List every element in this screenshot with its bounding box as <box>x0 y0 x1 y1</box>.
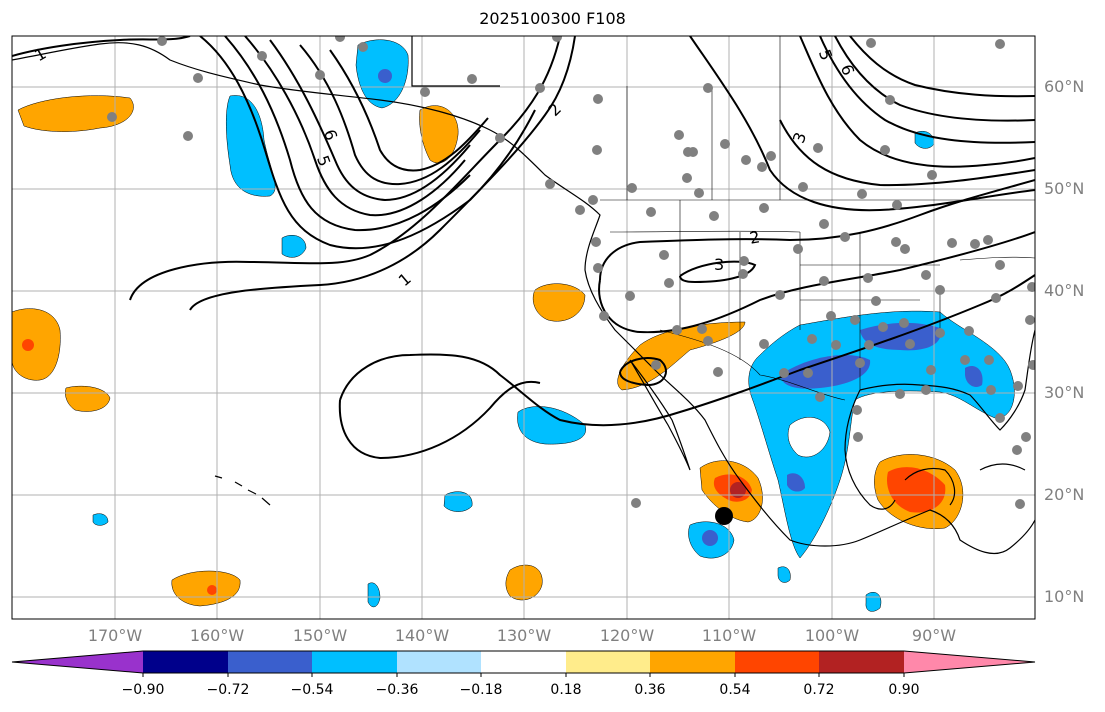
shaded-anomalies <box>12 39 1015 612</box>
positive-anomaly-core <box>886 467 946 513</box>
negative-anomaly-region <box>92 513 109 526</box>
lon-label-150w: 150°W <box>292 626 348 645</box>
positive-anomaly-region <box>532 283 586 322</box>
colorbar-segment <box>481 651 566 673</box>
colorbar-extend-min <box>12 651 143 673</box>
positive-anomaly-region <box>17 95 134 132</box>
colorbar <box>11 650 1036 677</box>
negative-anomaly-region <box>865 592 882 612</box>
negative-anomaly-region <box>281 235 307 258</box>
tropical-cyclone-marker <box>715 507 733 525</box>
colorbar-tick-label: −0.18 <box>459 682 503 698</box>
map-title: 2025100300 F108 <box>479 9 626 28</box>
lon-label-90w: 90°W <box>911 626 957 645</box>
negative-anomaly-core <box>702 530 718 546</box>
colorbar-tick-label: −0.90 <box>121 682 165 698</box>
colorbar-tick-label: 0.18 <box>550 682 582 698</box>
negative-anomaly-region <box>225 95 276 197</box>
lon-label-130w: 130°W <box>496 626 552 645</box>
lat-label-10: 10°N <box>1044 587 1085 606</box>
gridlines <box>12 36 1035 619</box>
lat-label-20: 20°N <box>1044 485 1085 504</box>
colorbar-extend-max <box>904 651 1035 673</box>
colorbar-tick-label: 0.36 <box>634 682 666 698</box>
lon-label-100w: 100°W <box>804 626 860 645</box>
positive-anomaly-core <box>207 585 217 595</box>
lon-label-170w: 170°W <box>87 626 143 645</box>
colorbar-segment <box>228 651 312 673</box>
colorbar-segment <box>819 651 904 673</box>
negative-anomaly-core <box>378 69 392 83</box>
station-dots <box>107 36 1035 509</box>
colorbar-segment <box>312 651 397 673</box>
colorbar-tick-label: 0.90 <box>888 682 920 698</box>
colorbar-tick-label: −0.54 <box>290 682 334 698</box>
lat-label-60: 60°N <box>1044 77 1085 96</box>
negative-anomaly-region <box>443 491 473 512</box>
lat-label-30: 30°N <box>1044 383 1085 402</box>
borders <box>600 36 1035 401</box>
positive-anomaly-region <box>12 308 61 381</box>
lon-label-140w: 140°W <box>394 626 450 645</box>
colorbar-tick-label: 0.54 <box>719 682 751 698</box>
contour-label: 2 <box>748 227 761 247</box>
positive-anomaly-core <box>730 482 746 498</box>
negative-anomaly-region <box>367 582 381 608</box>
colorbar-tick-label: 0.72 <box>803 682 835 698</box>
lon-label-110w: 110°W <box>701 626 757 645</box>
colorbar-segment <box>397 651 481 673</box>
contour-lines <box>12 36 1035 460</box>
lat-label-50: 50°N <box>1044 179 1085 198</box>
colorbar-tick-label: −0.72 <box>206 682 250 698</box>
lon-label-120w: 120°W <box>599 626 655 645</box>
negative-anomaly-core <box>780 355 871 389</box>
colorbar-segment <box>650 651 735 673</box>
negative-anomaly-core <box>965 365 983 387</box>
neutral-hole <box>787 417 831 458</box>
map-border <box>11 35 1036 620</box>
colorbar-segment <box>566 651 650 673</box>
positive-anomaly-core <box>22 339 34 351</box>
contour-label: 3 <box>714 255 724 274</box>
lat-label-40: 40°N <box>1044 281 1085 300</box>
lon-label-160w: 160°W <box>189 626 245 645</box>
hawaii-islands <box>214 475 271 506</box>
coastlines <box>12 36 1035 554</box>
colorbar-segment <box>735 651 819 673</box>
negative-anomaly-region <box>777 566 791 583</box>
negative-anomaly-core <box>787 473 805 492</box>
colorbar-tick-label: −0.36 <box>375 682 419 698</box>
colorbar-segment <box>143 651 228 673</box>
